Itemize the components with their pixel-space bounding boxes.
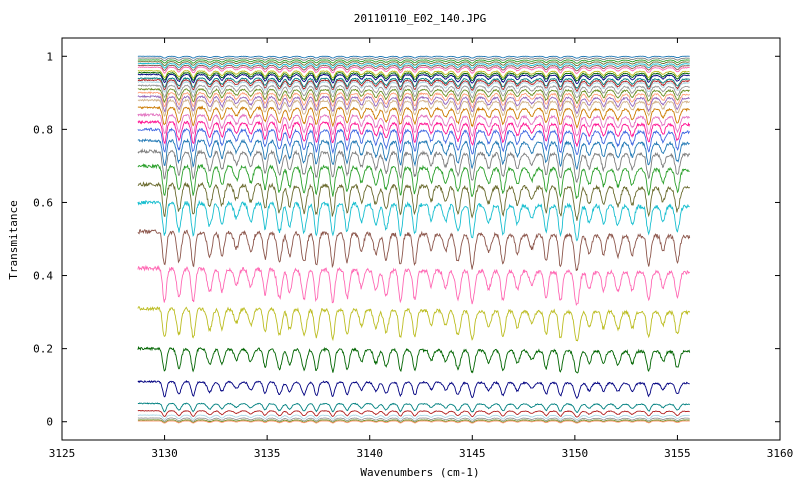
series-line [137, 345, 691, 374]
series-line [137, 62, 690, 70]
series-line [137, 91, 690, 109]
series-line [137, 419, 690, 424]
series-line [137, 94, 690, 115]
series-line [137, 417, 690, 422]
plot-area [137, 55, 691, 424]
series-line [137, 59, 690, 64]
series-line [137, 409, 690, 418]
series-line [137, 105, 690, 129]
y-axis-label: Transmitance [7, 200, 20, 279]
series-line [137, 229, 691, 271]
series-line [137, 181, 691, 221]
x-tick-label: 3125 [49, 447, 76, 460]
series-line [137, 84, 690, 99]
y-tick-label: 0.8 [33, 123, 53, 136]
series-line [137, 163, 690, 199]
series-line [137, 73, 690, 85]
y-tick-label: 0.6 [33, 196, 53, 209]
x-tick-label: 3130 [151, 447, 178, 460]
x-axis-label: Wavenumbers (cm-1) [360, 466, 479, 479]
y-tick-label: 0.2 [33, 343, 53, 356]
series-line [137, 87, 690, 105]
series-line [137, 199, 690, 242]
series-line [137, 112, 691, 138]
chart-title: 20110110_E02_140.JPG [354, 12, 486, 25]
series-line [137, 77, 691, 90]
series-line [137, 264, 691, 307]
series-line [137, 69, 690, 80]
series-line [137, 127, 691, 156]
x-tick-label: 3160 [767, 447, 794, 460]
y-tick-label: 0.4 [33, 270, 53, 283]
plot-frame [61, 37, 781, 441]
x-tick-label: 3135 [254, 447, 281, 460]
series-line [137, 80, 690, 94]
series-line [137, 64, 690, 72]
series-line [137, 138, 690, 171]
series-line [137, 55, 690, 59]
series-line [137, 66, 690, 75]
y-tick-label: 0 [46, 416, 53, 429]
y-axis: 0 0.2 0.4 0.6 0.8 1 [33, 50, 780, 429]
x-axis: 3125 3130 3135 3140 3145 3150 3155 3160 [49, 38, 794, 460]
series-line [137, 71, 690, 82]
x-tick-label: 3155 [664, 447, 691, 460]
series-line [137, 420, 690, 424]
series-line [137, 402, 691, 413]
series-line [137, 61, 690, 67]
series-line [137, 119, 691, 147]
series-line [137, 379, 690, 400]
x-tick-label: 3140 [356, 447, 383, 460]
x-tick-label: 3150 [562, 447, 589, 460]
series-line [137, 57, 690, 62]
y-tick-label: 1 [46, 50, 53, 63]
x-tick-label: 3145 [459, 447, 486, 460]
series-line [137, 306, 691, 342]
series-line [137, 78, 690, 93]
series-line [137, 414, 690, 421]
series-line [137, 98, 691, 119]
series-line [137, 148, 691, 183]
